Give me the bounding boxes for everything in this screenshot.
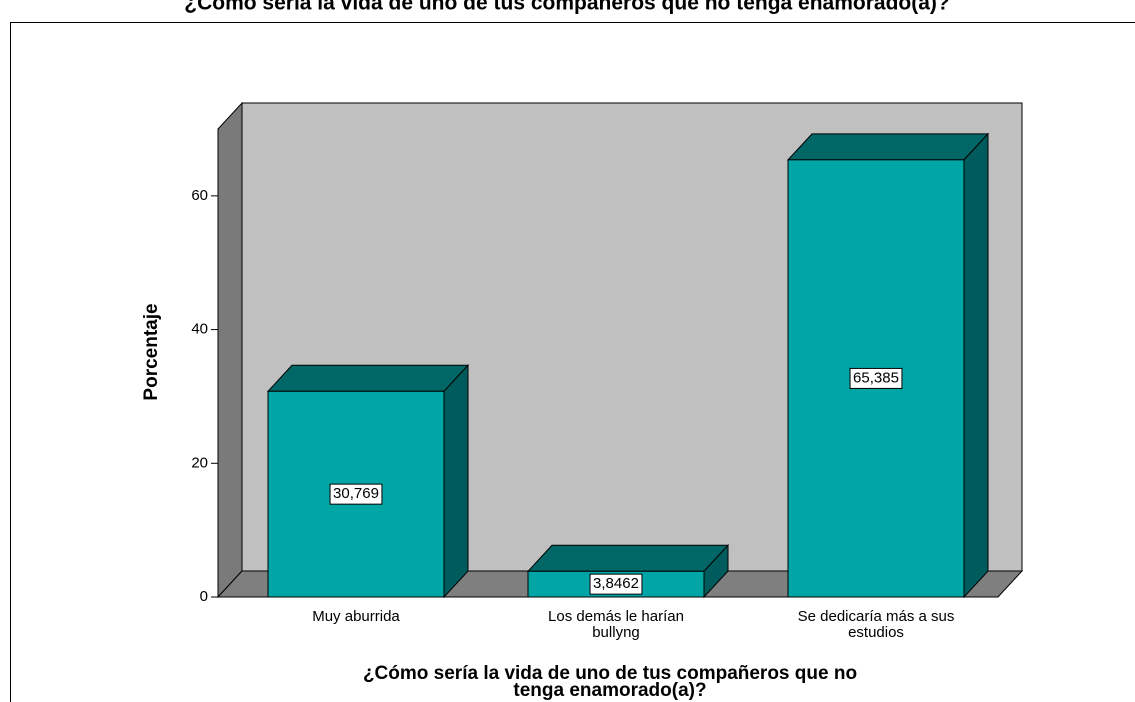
- value-label-group: 3,8462: [589, 573, 643, 595]
- x-tick-label: Se dedicaría más a sus estudios: [798, 608, 955, 641]
- bar-side: [963, 132, 989, 599]
- value-label-group: 65,385: [849, 367, 903, 389]
- value-label-group: 30,769: [329, 483, 383, 505]
- y-tick-label: 20: [191, 454, 208, 471]
- value-label: 30,769: [333, 485, 379, 502]
- left-wall: [217, 101, 243, 599]
- bar-top: [266, 364, 470, 392]
- y-tick-label: 0: [200, 588, 208, 605]
- value-label-box: [329, 483, 383, 505]
- y-tick-label: 40: [191, 321, 208, 338]
- bar-top: [526, 544, 730, 572]
- y-axis-label: Porcentaje: [141, 303, 162, 400]
- x-tick-label: Los demás le harían bullyng: [548, 608, 684, 641]
- y-tick-label: 60: [191, 187, 208, 204]
- value-label-box: [589, 573, 643, 595]
- value-label: 3,8462: [593, 575, 639, 592]
- x-tick-label: Muy aburrida: [312, 608, 400, 625]
- value-label: 65,385: [853, 369, 899, 386]
- chart-title: ¿Cómo sería la vida de uno de tus compañ…: [184, 0, 949, 15]
- bar-top: [786, 133, 990, 161]
- bar-side: [443, 364, 469, 599]
- value-label-box: [849, 367, 903, 389]
- x-axis-label: ¿Cómo sería la vida de uno de tus compañ…: [363, 663, 857, 701]
